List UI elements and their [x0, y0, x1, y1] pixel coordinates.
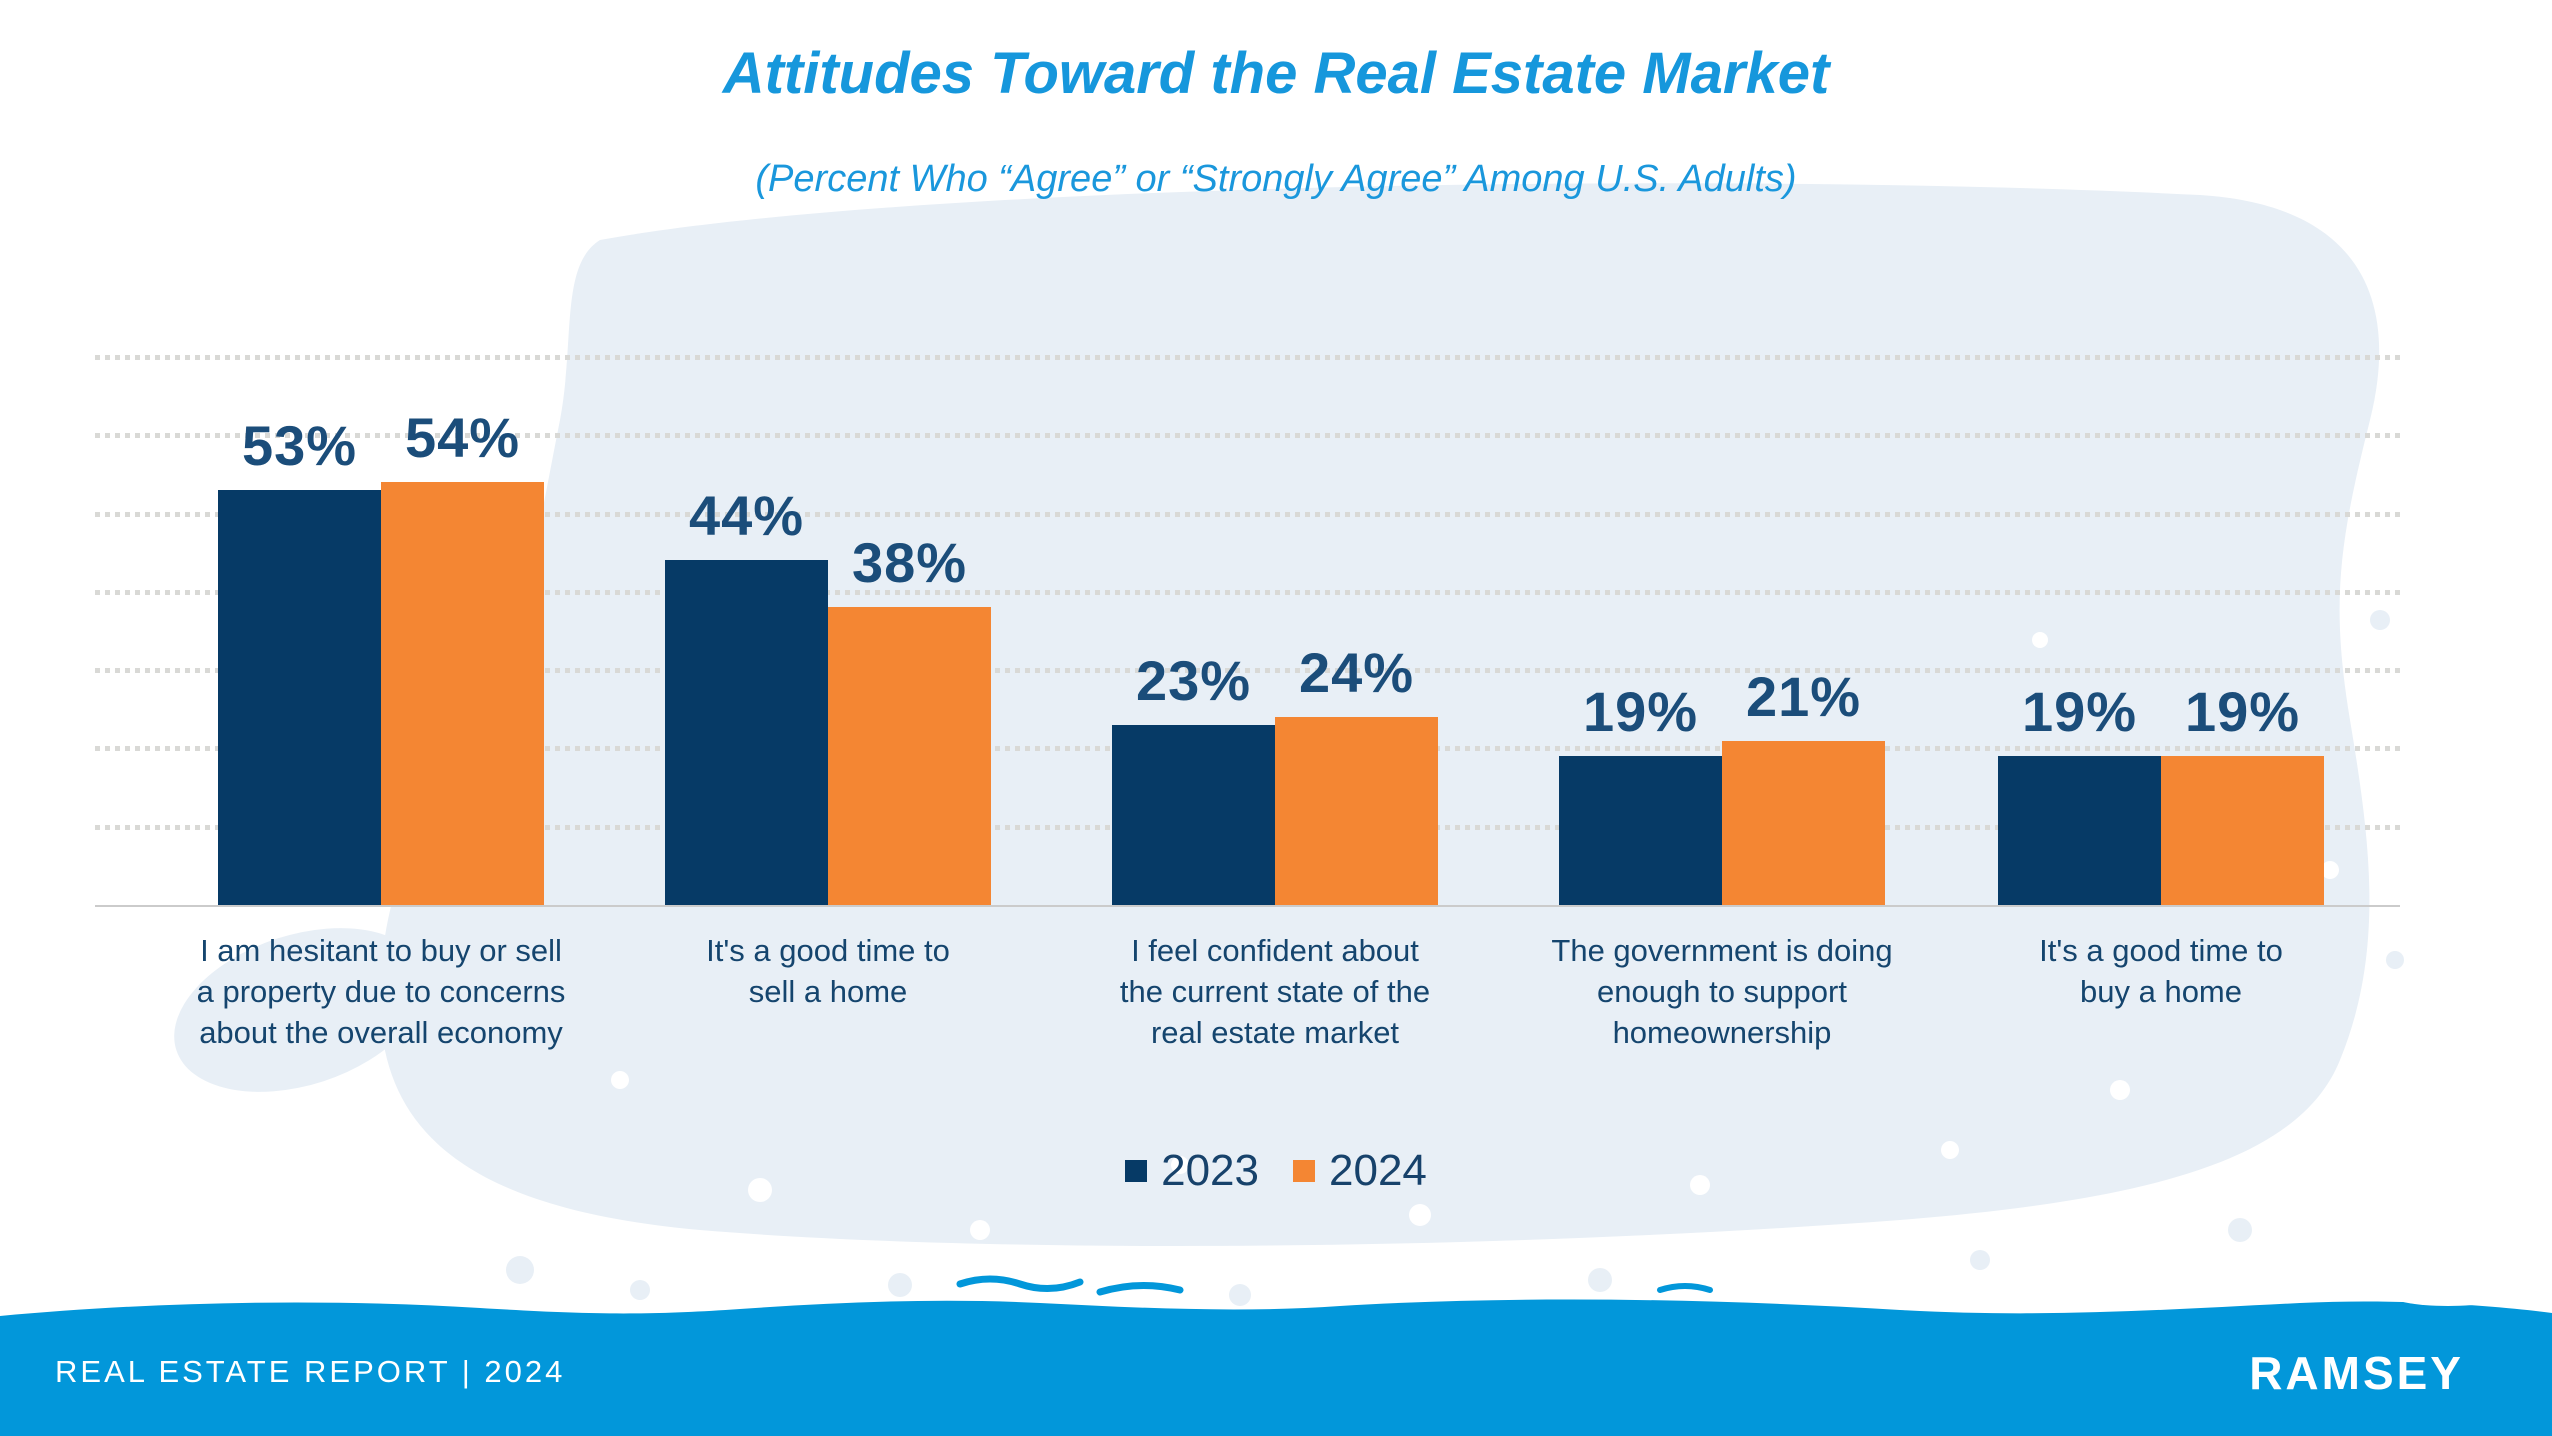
legend-swatch-2023 — [1125, 1160, 1148, 1182]
value-label-2023-category-1: 53% — [241, 414, 358, 477]
bar-2023-category-3 — [1112, 725, 1275, 905]
bar-2023-category-1 — [218, 490, 381, 905]
bar-2024-category-5 — [2161, 756, 2324, 905]
legend-item-2024: 2024 — [1293, 1146, 1427, 1196]
value-label-2023-category-2: 44% — [688, 484, 805, 547]
value-label-2024-category-1: 54% — [404, 406, 521, 469]
legend-label-2024: 2024 — [1329, 1146, 1427, 1195]
bar-2023-category-2 — [665, 560, 828, 905]
category-label-5: It's a good time to buy a home — [2039, 933, 2283, 1009]
value-label-2024-category-5: 19% — [2184, 680, 2301, 743]
gridline-40-percent — [95, 589, 2400, 595]
gridline-30-percent — [95, 668, 2400, 674]
bar-2024-category-3 — [1275, 717, 1438, 905]
gridline-50-percent — [95, 511, 2400, 517]
chart-legend: 2023 2024 — [0, 1146, 2552, 1196]
value-label-2023-category-4: 19% — [1582, 680, 1699, 743]
value-label-2024-category-4: 21% — [1745, 665, 1862, 728]
legend-item-2023: 2023 — [1125, 1146, 1259, 1196]
bar-2023-category-4 — [1559, 756, 1722, 905]
legend-swatch-2024 — [1293, 1160, 1315, 1182]
category-label-2: It's a good time to sell a home — [706, 933, 950, 1009]
report-title: REAL ESTATE REPORT | 2024 — [55, 1354, 566, 1389]
bar-chart-plot-area: 53% 54% I am hesitant to buy or sell a prop… — [95, 340, 2405, 1050]
bar-2023-category-5 — [1998, 756, 2161, 905]
category-label-1: I am hesitant to buy or sell a property d… — [196, 933, 566, 1050]
gridline-70-percent — [95, 354, 2400, 360]
footer-band: REAL ESTATE REPORT | 2024 RAMSEY — [0, 1286, 2552, 1436]
ramsey-logo: RAMSEY — [2249, 1347, 2464, 1399]
value-label-2023-category-5: 19% — [2021, 680, 2138, 743]
bar-2024-category-1 — [381, 482, 544, 905]
value-label-2023-category-3: 23% — [1135, 649, 1252, 712]
gridline-60-percent — [95, 433, 2400, 439]
x-axis-baseline — [95, 905, 2400, 907]
chart-subtitle: (Percent Who “Agree” or “Strongly Agree”… — [755, 158, 1797, 200]
category-label-3: I feel confident about the current state … — [1119, 933, 1431, 1050]
bar-2024-category-2 — [828, 607, 991, 905]
bar-2024-category-4 — [1722, 741, 1885, 905]
chart-title: Attitudes Toward the Real Estate Market — [722, 41, 1830, 106]
category-label-4: The government is doing enough to support… — [1551, 933, 1893, 1050]
value-label-2024-category-2: 38% — [851, 531, 968, 594]
legend-label-2023: 2023 — [1161, 1146, 1259, 1195]
footer-wave-shape — [0, 1286, 2552, 1436]
value-label-2024-category-3: 24% — [1298, 641, 1415, 704]
